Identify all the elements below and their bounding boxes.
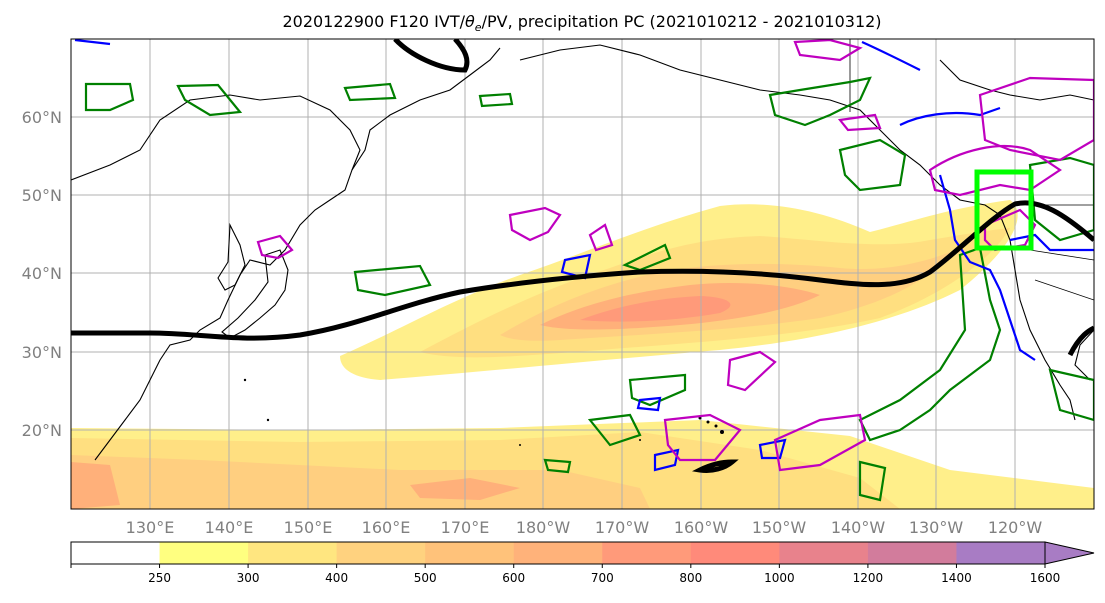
ivt-atmospheric-river	[340, 200, 1018, 380]
colorbar-swatch	[425, 542, 515, 564]
lon-label: 130°W	[909, 518, 964, 537]
lon-label: 160°E	[362, 518, 411, 537]
colorbar-swatch	[690, 542, 780, 564]
latitude-labels: 60°N 50°N 40°N 30°N 20°N	[22, 108, 62, 440]
lon-label: 140°W	[831, 518, 886, 537]
jet-stream-line	[71, 39, 1094, 473]
lat-label: 30°N	[22, 343, 62, 362]
political-borders	[849, 39, 1094, 301]
colorbar-tick-label: 500	[414, 571, 437, 585]
lon-label: 180°W	[516, 518, 571, 537]
colorbar-swatch	[779, 542, 869, 564]
lat-label: 20°N	[22, 421, 62, 440]
map-frame	[70, 38, 1095, 510]
coastlines	[71, 44, 1094, 461]
colorbar-swatch	[159, 542, 249, 564]
highlight-box	[974, 169, 1034, 251]
lon-label: 120°W	[988, 518, 1043, 537]
colorbar-extend-arrow	[1044, 541, 1095, 565]
lat-label: 50°N	[22, 186, 62, 205]
colorbar-tick-label: 1000	[764, 571, 795, 585]
colorbar-swatch	[71, 542, 161, 564]
colorbar-swatch	[336, 542, 426, 564]
colorbar-frame	[70, 541, 1046, 565]
colorbar-tick-label: 400	[325, 571, 348, 585]
colorbar-tick-label: 700	[591, 571, 614, 585]
map-panel	[71, 39, 1094, 509]
ivt-south-band	[71, 420, 1094, 509]
lon-label: 160°W	[674, 518, 729, 537]
blue-contours	[74, 39, 1094, 472]
lon-label: 170°W	[595, 518, 650, 537]
colorbar: 250 300 400 500 600 700 800 1000 1200 1400 1600	[70, 541, 1095, 585]
colorbar-swatch	[513, 542, 603, 564]
colorbar-ticks: 250 300 400 500 600 700 800 1000 1200 1400 1600	[70, 564, 1061, 585]
colorbar-swatches	[71, 542, 1046, 564]
lon-label: 170°E	[441, 518, 490, 537]
longitude-labels: 130°E 140°E 150°E 160°E 170°E 180°W 170°…	[126, 518, 1043, 537]
colorbar-tick-label: 1200	[853, 571, 884, 585]
lat-label: 60°N	[22, 108, 62, 127]
lon-label: 140°E	[205, 518, 254, 537]
colorbar-tick-label: 600	[502, 571, 525, 585]
lon-label: 130°E	[126, 518, 175, 537]
green-contours	[84, 76, 1094, 502]
colorbar-tick-label: 1600	[1030, 571, 1061, 585]
colorbar-tick-label: 800	[679, 571, 702, 585]
colorbar-swatch	[248, 542, 338, 564]
colorbar-swatch	[602, 542, 692, 564]
magenta-contours	[256, 39, 1094, 472]
figure-title: 2020122900 F120 IVT/θe/PV, precipitation…	[282, 12, 881, 34]
colorbar-tick-label: 300	[237, 571, 260, 585]
colorbar-tick-label: 250	[148, 571, 171, 585]
colorbar-tick-label: 1400	[941, 571, 972, 585]
lon-label: 150°W	[752, 518, 807, 537]
colorbar-swatch	[867, 542, 957, 564]
lat-label: 40°N	[22, 264, 62, 283]
colorbar-swatch	[956, 542, 1046, 564]
lon-label: 150°E	[284, 518, 333, 537]
